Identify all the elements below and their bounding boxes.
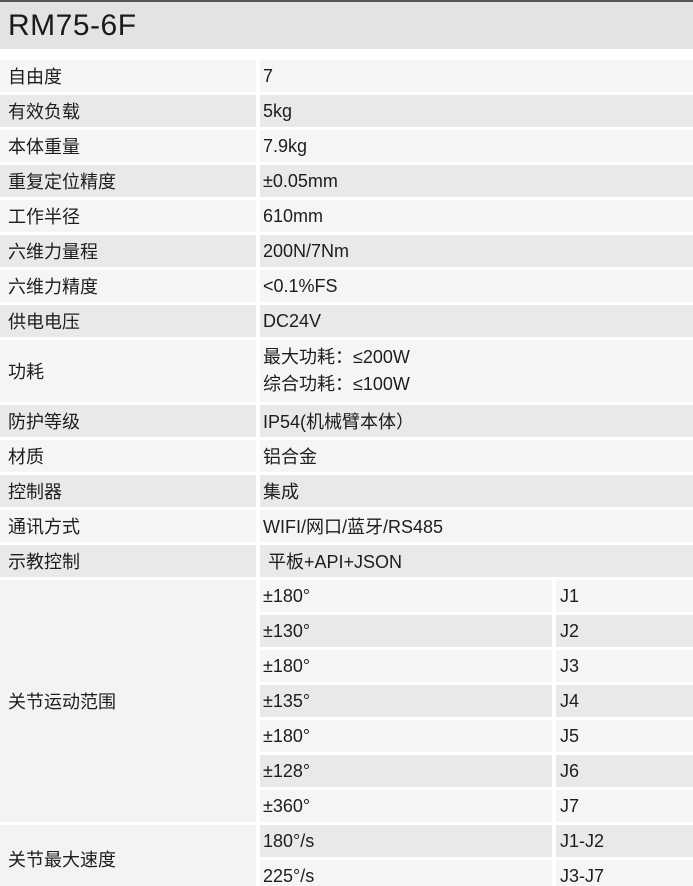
- speed-row: 180°/s J1-J2: [260, 825, 693, 857]
- speed-value: 225°/s: [260, 860, 552, 886]
- row-label: 自由度: [0, 60, 256, 92]
- joint-row: ±135° J4: [260, 685, 693, 717]
- joint-range-value: ±180°: [260, 720, 552, 752]
- table-row-weight: 本体重量 7.9kg: [0, 130, 693, 162]
- table-row-communication: 通讯方式 WIFI/网口/蓝牙/RS485: [0, 510, 693, 542]
- row-label: 防护等级: [0, 405, 256, 437]
- table-row-force-range: 六维力量程 200N/7Nm: [0, 235, 693, 267]
- page-header: RM75-6F: [0, 2, 693, 49]
- row-label: 本体重量: [0, 130, 256, 162]
- row-value: IP54(机械臂本体）: [260, 405, 693, 437]
- joint-range-value: ±360°: [260, 790, 552, 822]
- spec-table: 自由度 7 有效负载 5kg 本体重量 7.9kg 重复定位精度 ±0.05mm…: [0, 60, 693, 886]
- joint-id: J1-J2: [556, 825, 693, 857]
- table-row-repeatability: 重复定位精度 ±0.05mm: [0, 165, 693, 197]
- joint-row: ±360° J7: [260, 790, 693, 822]
- row-label: 控制器: [0, 475, 256, 507]
- row-label: 示教控制: [0, 545, 256, 577]
- row-value: ±0.05mm: [260, 165, 693, 197]
- speed-value: 180°/s: [260, 825, 552, 857]
- row-label: 工作半径: [0, 200, 256, 232]
- table-row-force-accuracy: 六维力精度 <0.1%FS: [0, 270, 693, 302]
- row-value: 200N/7Nm: [260, 235, 693, 267]
- joint-range-value: ±180°: [260, 650, 552, 682]
- row-value: 集成: [260, 475, 693, 507]
- row-label: 供电电压: [0, 305, 256, 337]
- speed-row: 225°/s J3-J7: [260, 860, 693, 886]
- row-label: 六维力精度: [0, 270, 256, 302]
- row-value: <0.1%FS: [260, 270, 693, 302]
- joint-row: ±180° J5: [260, 720, 693, 752]
- joint-range-rows: ±180° J1 ±130° J2 ±180° J3 ±135° J4 ±180…: [260, 580, 693, 822]
- joint-id: J3: [556, 650, 693, 682]
- joint-row: ±180° J3: [260, 650, 693, 682]
- joint-id: J2: [556, 615, 693, 647]
- table-row-dof: 自由度 7: [0, 60, 693, 92]
- row-label: 材质: [0, 440, 256, 472]
- joint-row: ±128° J6: [260, 755, 693, 787]
- table-row-protection: 防护等级 IP54(机械臂本体）: [0, 405, 693, 437]
- row-label: 有效负载: [0, 95, 256, 127]
- joint-range-value: ±135°: [260, 685, 552, 717]
- table-row-voltage: 供电电压 DC24V: [0, 305, 693, 337]
- row-value: 7.9kg: [260, 130, 693, 162]
- page-title: RM75-6F: [8, 8, 137, 42]
- table-row-teach-control: 示教控制 平板+API+JSON: [0, 545, 693, 577]
- table-row-material: 材质 铝合金: [0, 440, 693, 472]
- table-row-payload: 有效负载 5kg: [0, 95, 693, 127]
- row-value: 7: [260, 60, 693, 92]
- max-speed-section: 关节最大速度 180°/s J1-J2 225°/s J3-J7: [0, 825, 693, 886]
- joint-id: J7: [556, 790, 693, 822]
- row-value: WIFI/网口/蓝牙/RS485: [260, 510, 693, 542]
- joint-id: J1: [556, 580, 693, 612]
- row-value: DC24V: [260, 305, 693, 337]
- joint-range-value: ±180°: [260, 580, 552, 612]
- top-border-line: [0, 0, 693, 2]
- joint-id: J5: [556, 720, 693, 752]
- row-label: 六维力量程: [0, 235, 256, 267]
- row-label: 重复定位精度: [0, 165, 256, 197]
- joint-range-section: 关节运动范围 ±180° J1 ±130° J2 ±180° J3 ±135° …: [0, 580, 693, 822]
- joint-row: ±130° J2: [260, 615, 693, 647]
- row-label: 功耗: [0, 340, 256, 402]
- row-value: 平板+API+JSON: [260, 545, 693, 577]
- table-row-controller: 控制器 集成: [0, 475, 693, 507]
- row-value-line2: 综合功耗：≤100W: [263, 374, 410, 394]
- joint-range-value: ±128°: [260, 755, 552, 787]
- joint-id: J4: [556, 685, 693, 717]
- row-label: 关节最大速度: [0, 825, 256, 886]
- row-value: 最大功耗：≤200W 综合功耗：≤100W: [260, 340, 693, 402]
- row-value: 铝合金: [260, 440, 693, 472]
- row-label: 通讯方式: [0, 510, 256, 542]
- joint-row: ±180° J1: [260, 580, 693, 612]
- row-value: 5kg: [260, 95, 693, 127]
- table-row-power: 功耗 最大功耗：≤200W 综合功耗：≤100W: [0, 340, 693, 402]
- joint-id: J6: [556, 755, 693, 787]
- max-speed-rows: 180°/s J1-J2 225°/s J3-J7: [260, 825, 693, 886]
- row-value-line1: 最大功耗：≤200W: [263, 347, 410, 367]
- row-value: 610mm: [260, 200, 693, 232]
- joint-id: J3-J7: [556, 860, 693, 886]
- joint-range-value: ±130°: [260, 615, 552, 647]
- row-label: 关节运动范围: [0, 580, 256, 822]
- table-row-reach: 工作半径 610mm: [0, 200, 693, 232]
